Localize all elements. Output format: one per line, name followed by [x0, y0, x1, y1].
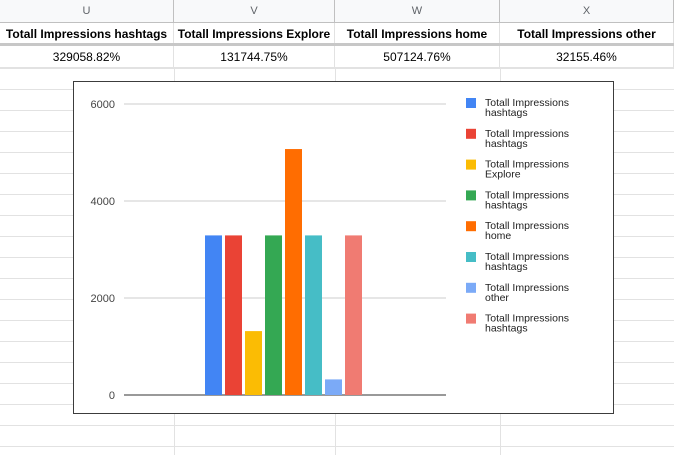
column-header-x[interactable]: X	[500, 0, 674, 22]
legend-label: Totall Impressions	[485, 159, 569, 171]
header-cell-v[interactable]: Totall Impressions Explore	[174, 23, 335, 45]
y-tick-label: 0	[109, 390, 115, 402]
bar-series-2[interactable]	[225, 235, 242, 395]
legend-swatch	[466, 98, 476, 108]
legend-swatch	[466, 128, 476, 139]
legend-label-line2: hashtags	[485, 323, 528, 335]
legend-label: Totall Impressions	[485, 251, 569, 263]
legend-swatch	[466, 159, 476, 170]
frozen-row-divider[interactable]	[0, 43, 674, 46]
y-tick-label: 2000	[91, 293, 115, 305]
value-cell-w[interactable]: 507124.76%	[335, 46, 500, 68]
legend-label-line2: home	[485, 230, 511, 242]
column-header-v[interactable]: V	[174, 0, 335, 22]
legend-label: Totall Impressions	[485, 128, 569, 140]
column-header-w[interactable]: W	[335, 0, 500, 22]
bar-series-5[interactable]	[285, 149, 302, 395]
legend-label: Totall Impressions	[485, 220, 569, 232]
y-tick-label: 4000	[91, 196, 115, 208]
value-cell-v[interactable]: 131744.75%	[174, 46, 335, 68]
value-cell-u[interactable]: 329058.82%	[0, 46, 174, 68]
bar-series-8[interactable]	[345, 235, 362, 395]
legend-label-line2: hashtags	[485, 261, 528, 273]
header-cell-w[interactable]: Totall Impressions home	[335, 23, 500, 45]
legend-label-line2: Explore	[485, 169, 521, 181]
legend-label: Totall Impressions	[485, 313, 569, 325]
legend-swatch	[466, 190, 476, 201]
legend-swatch	[466, 221, 476, 232]
bar-series-1[interactable]	[205, 235, 222, 395]
legend-swatch	[466, 282, 476, 293]
column-header-row: U V W X	[0, 0, 674, 23]
bar-series-6[interactable]	[305, 235, 322, 395]
legend-label-line2: hashtags	[485, 138, 528, 150]
legend-swatch	[466, 313, 476, 324]
legend-label: Totall Impressions	[485, 189, 569, 201]
legend-label-line2: hashtags	[485, 199, 528, 211]
legend-label-line2: hashtags	[485, 107, 528, 119]
grid-row-line	[0, 68, 674, 69]
grid-row-line	[0, 425, 674, 426]
header-cell-x[interactable]: Totall Impressions other	[500, 23, 674, 45]
legend-label: Totall Impressions	[485, 97, 569, 109]
column-header-u[interactable]: U	[0, 0, 174, 22]
legend-label-line2: other	[485, 292, 509, 304]
legend-swatch	[466, 252, 476, 262]
bar-series-4[interactable]	[265, 235, 282, 395]
y-tick-label: 6000	[91, 99, 115, 111]
value-cell-x[interactable]: 32155.46%	[500, 46, 674, 68]
header-cell-u[interactable]: Totall Impressions hashtags	[0, 23, 174, 45]
embedded-chart[interactable]: 0 2000 4000 6000 Totall Impressions hashtags…	[73, 81, 614, 414]
bar-series-7[interactable]	[325, 379, 342, 395]
legend-label: Totall Impressions	[485, 282, 569, 294]
bar-series-3[interactable]	[245, 331, 262, 395]
grid-row-line	[0, 446, 674, 447]
